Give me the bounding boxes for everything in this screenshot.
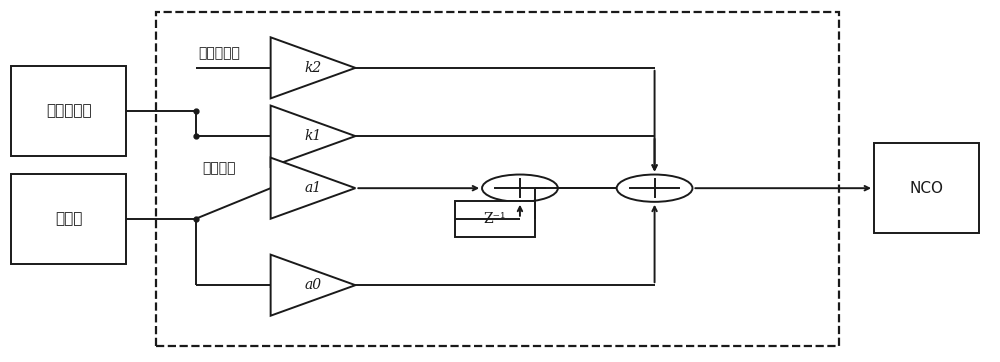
Text: 鉴相器: 鉴相器 xyxy=(55,211,82,226)
Text: Z⁻¹: Z⁻¹ xyxy=(484,212,506,226)
Text: k1: k1 xyxy=(304,129,322,143)
Circle shape xyxy=(482,174,558,202)
FancyBboxPatch shape xyxy=(11,66,126,156)
FancyBboxPatch shape xyxy=(455,201,535,237)
Text: 视距加速度: 视距加速度 xyxy=(198,46,240,60)
Text: NCO: NCO xyxy=(909,181,943,196)
Text: 加速度辅助: 加速度辅助 xyxy=(46,104,92,118)
Polygon shape xyxy=(271,157,355,219)
FancyBboxPatch shape xyxy=(874,143,979,233)
Polygon shape xyxy=(271,254,355,316)
Text: a1: a1 xyxy=(304,181,322,195)
Circle shape xyxy=(617,174,692,202)
FancyBboxPatch shape xyxy=(11,174,126,264)
Text: a0: a0 xyxy=(304,278,322,292)
Polygon shape xyxy=(271,37,355,98)
FancyBboxPatch shape xyxy=(156,12,839,346)
Polygon shape xyxy=(271,106,355,167)
Text: k2: k2 xyxy=(304,61,322,75)
Text: 相位误差: 相位误差 xyxy=(202,161,236,176)
